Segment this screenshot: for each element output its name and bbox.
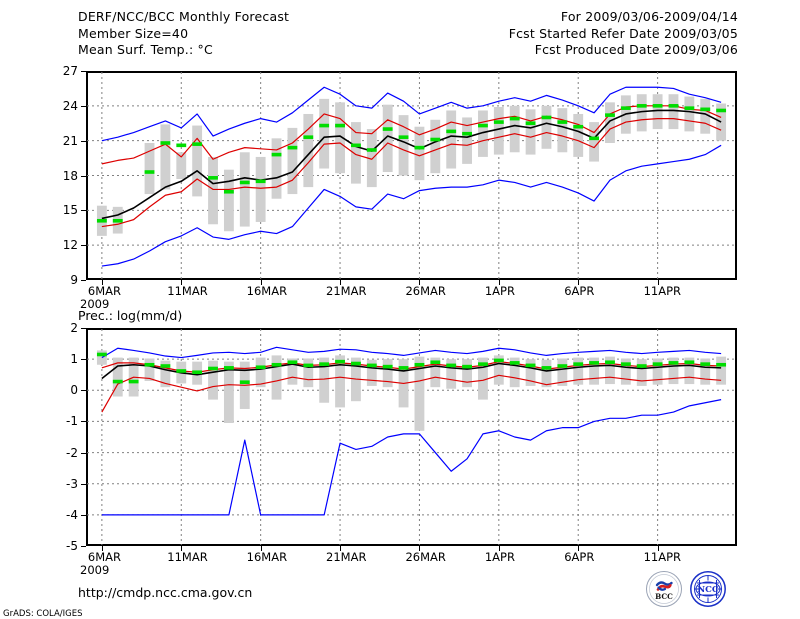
x-axis-tick-label: 6APR — [564, 550, 595, 564]
x-axis-tick-mark — [340, 546, 341, 551]
y-axis-tick-mark — [81, 106, 86, 107]
forecast-started-label: Fcst Started Refer Date 2009/03/05 — [508, 25, 738, 41]
temperature-chart-panel: 9 12 15 18 21 24 27 6MAR 11MAR 16MAR 21MAR 26MAR 1AP… — [0, 0, 800, 311]
x-axis-tick-mark — [340, 280, 341, 285]
x-axis-tick-label: 1APR — [484, 550, 515, 564]
x-axis-tick-label: 16MAR — [246, 550, 288, 564]
y-axis-tick-mark — [81, 210, 86, 211]
header-left-block: DERF/NCC/BCC Monthly Forecast Member Siz… — [78, 9, 289, 59]
svg-text:NCC: NCC — [697, 585, 719, 595]
y-axis-tick-mark — [81, 245, 86, 246]
website-url[interactable]: http://cmdp.ncc.cma.gov.cn — [78, 585, 253, 600]
x-axis-tick-label: 16MAR — [246, 284, 288, 298]
forecast-period-label: For 2009/03/06-2009/04/14 — [560, 9, 738, 24]
y-axis-tick-label: -4 — [66, 507, 78, 522]
temperature-xaxis-year: 2009 — [80, 297, 110, 311]
x-axis-tick-mark — [419, 546, 420, 551]
x-axis-tick-label: 1APR — [484, 284, 515, 298]
x-axis-tick-label: 11APR — [643, 550, 682, 564]
temperature-plot-canvas — [87, 72, 736, 279]
y-axis-tick-label: 24 — [62, 98, 78, 113]
x-axis-tick-mark — [181, 546, 182, 551]
y-axis-tick-label: 0 — [70, 383, 78, 398]
y-axis-tick-mark — [81, 328, 86, 329]
bcc-logo-icon: BCC — [645, 570, 683, 608]
forecast-produced-label: Fcst Produced Date 2009/03/06 — [534, 42, 738, 57]
grads-credit: GrADS: COLA/IGES — [3, 609, 83, 619]
x-axis-tick-mark — [499, 280, 500, 285]
y-axis-tick-label: 12 — [62, 238, 78, 253]
member-size-label: Member Size=40 — [78, 25, 189, 41]
y-axis-tick-label: 2 — [70, 321, 78, 335]
y-axis-tick-label: 1 — [70, 352, 78, 367]
y-axis-tick-label: -3 — [66, 476, 78, 491]
y-axis-tick-mark — [81, 280, 86, 281]
header: DERF/NCC/BCC Monthly Forecast Member Siz… — [0, 0, 800, 66]
x-axis-tick-label: 26MAR — [405, 284, 446, 298]
x-axis-tick-mark — [102, 280, 103, 285]
y-axis-tick-mark — [81, 359, 86, 360]
y-axis-tick-mark — [81, 390, 86, 391]
x-axis-tick-label: 21MAR — [326, 284, 367, 298]
y-axis-tick-mark — [81, 141, 86, 142]
x-axis-tick-mark — [499, 546, 500, 551]
precipitation-xaxis-year: 2009 — [80, 563, 110, 577]
x-axis-tick-label: 21MAR — [326, 550, 367, 564]
y-axis-tick-label: -2 — [66, 445, 78, 460]
logo-group: BCC NCC — [645, 570, 740, 608]
x-axis-tick-label: 6APR — [564, 284, 595, 298]
svg-text:BCC: BCC — [655, 592, 673, 601]
ncc-logo-icon: NCC — [689, 570, 727, 608]
x-axis-tick-mark — [658, 546, 659, 551]
y-axis-tick-mark — [81, 453, 86, 454]
x-axis-tick-label: 11APR — [643, 284, 682, 298]
y-axis-tick-label: 9 — [70, 273, 78, 287]
y-axis-tick-mark — [81, 71, 86, 72]
y-axis-tick-label: 21 — [62, 133, 78, 148]
x-axis-tick-label: 6MAR — [87, 284, 121, 298]
x-axis-tick-mark — [102, 546, 103, 551]
y-axis-tick-mark — [81, 176, 86, 177]
x-axis-tick-mark — [261, 546, 262, 551]
x-axis-tick-label: 6MAR — [87, 550, 121, 564]
x-axis-tick-label: 26MAR — [405, 550, 446, 564]
x-axis-tick-mark — [578, 280, 579, 285]
y-axis-tick-label: -5 — [66, 539, 78, 553]
y-axis-tick-mark — [81, 546, 86, 547]
y-axis-tick-mark — [81, 421, 86, 422]
header-right-block: For 2009/03/06-2009/04/14 Fcst Started R… — [509, 9, 738, 59]
x-axis-tick-mark — [578, 546, 579, 551]
x-axis-tick-mark — [658, 280, 659, 285]
x-axis-tick-label: 11MAR — [167, 284, 208, 298]
y-axis-tick-label: 15 — [62, 203, 78, 218]
y-axis-tick-mark — [81, 515, 86, 516]
x-axis-tick-label: 11MAR — [167, 550, 208, 564]
y-axis-tick-label: -1 — [66, 414, 78, 429]
x-axis-tick-mark — [181, 280, 182, 285]
x-axis-tick-mark — [419, 280, 420, 285]
x-axis-tick-mark — [261, 280, 262, 285]
y-axis-tick-label: 18 — [62, 168, 78, 183]
y-axis-tick-label: 27 — [62, 64, 78, 78]
page-title: DERF/NCC/BCC Monthly Forecast — [78, 9, 290, 24]
precipitation-panel-label: Prec.: log(mm/d) — [78, 308, 183, 323]
temperature-panel-label: Mean Surf. Temp.: °C — [78, 42, 213, 57]
y-axis-tick-mark — [81, 484, 86, 485]
